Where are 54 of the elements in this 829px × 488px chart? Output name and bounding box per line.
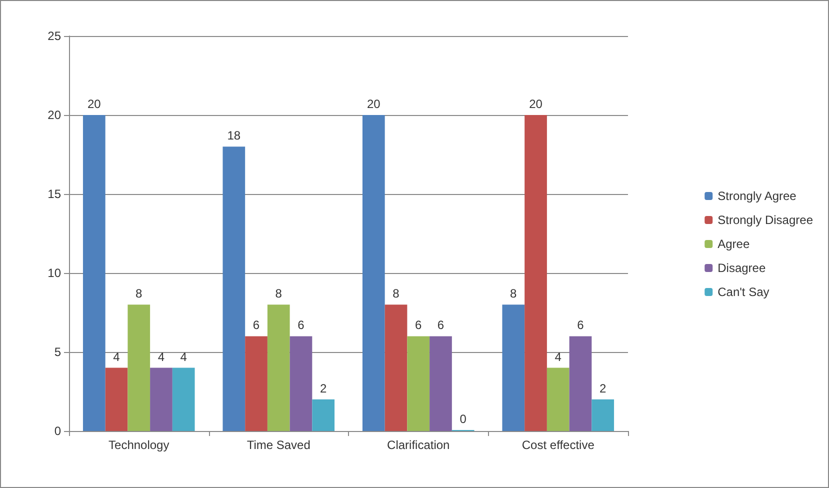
data-label: 2 xyxy=(320,381,327,396)
legend-label: Disagree xyxy=(718,261,766,275)
data-label: 20 xyxy=(529,97,543,111)
bar xyxy=(502,304,525,431)
bar xyxy=(267,304,290,431)
data-label: 4 xyxy=(158,350,165,364)
y-tick-label: 20 xyxy=(48,108,62,122)
bar xyxy=(150,368,172,431)
data-label: 4 xyxy=(113,350,120,364)
bar xyxy=(384,304,408,431)
data-label: 18 xyxy=(227,128,241,143)
y-tick-label: 5 xyxy=(54,345,62,359)
bar xyxy=(290,336,312,431)
bar xyxy=(222,146,246,431)
bar xyxy=(128,304,150,431)
bar xyxy=(105,368,128,431)
legend-label: Can't Say xyxy=(718,285,770,299)
y-tick-label: 15 xyxy=(48,187,62,201)
y-tick-label: 10 xyxy=(48,266,62,280)
bar xyxy=(407,336,430,431)
data-label: 8 xyxy=(136,286,143,301)
data-label: 8 xyxy=(392,286,400,301)
bar xyxy=(592,399,614,431)
bar xyxy=(546,368,570,431)
data-label: 20 xyxy=(87,97,102,111)
data-label: 8 xyxy=(510,286,518,301)
bar xyxy=(245,336,268,431)
data-label: 2 xyxy=(600,381,606,396)
data-label: 6 xyxy=(298,318,305,332)
data-label: 6 xyxy=(437,318,444,332)
data-label: 4 xyxy=(180,350,188,364)
bar xyxy=(362,115,385,431)
legend-label: Agree xyxy=(718,237,750,251)
bar xyxy=(312,399,335,431)
x-tick-label: Clarification xyxy=(387,438,450,452)
y-tick-label: 25 xyxy=(48,29,62,43)
bar xyxy=(172,368,195,431)
data-label: 6 xyxy=(252,318,260,332)
x-tick-label: Time Saved xyxy=(246,438,310,452)
data-label: 4 xyxy=(554,350,562,364)
data-label: 8 xyxy=(275,286,282,301)
data-label: 6 xyxy=(577,318,584,332)
data-label: 20 xyxy=(366,97,381,111)
data-label: 6 xyxy=(415,318,422,332)
x-tick-label: Cost effective xyxy=(522,438,595,452)
data-label: 0 xyxy=(460,412,467,426)
legend-label: Strongly Agree xyxy=(718,189,797,203)
bar xyxy=(524,115,547,431)
bar xyxy=(569,336,592,431)
bar xyxy=(82,115,106,431)
y-tick-label: 0 xyxy=(54,424,62,438)
x-tick-label: Technology xyxy=(108,438,170,452)
legend-label: Strongly Disagree xyxy=(718,213,814,227)
bar xyxy=(430,336,452,431)
